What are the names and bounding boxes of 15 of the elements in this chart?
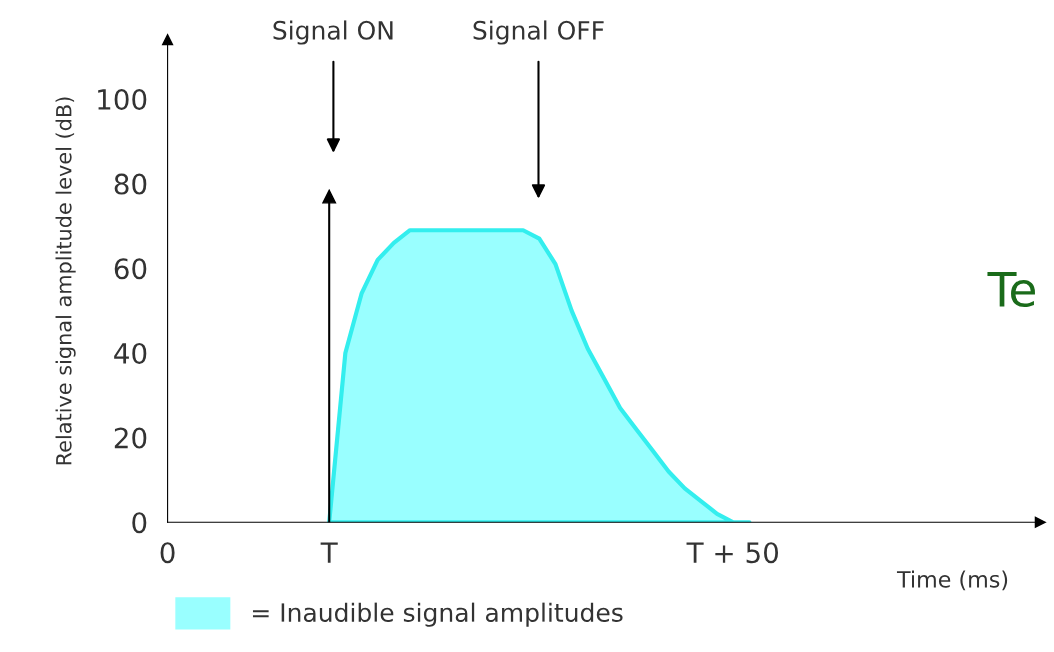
x-axis-title: Time (ms) [896, 570, 1008, 591]
x-tick-label: 0 [160, 542, 175, 564]
y-tick-label: 60 [114, 258, 147, 280]
x-tick-label: T + 50 [686, 542, 779, 564]
y-tick-label: 20 [114, 427, 147, 449]
y-axis-title: Relative signal amplitude level (dB) [55, 97, 76, 465]
y-tick-label: 40 [114, 342, 147, 364]
y-tick-label: 100 [98, 88, 147, 110]
annotation: Signal ON [273, 20, 393, 45]
x-tick-label: T [320, 542, 338, 563]
legend-label: = Inaudible signal amplitudes [252, 602, 623, 627]
y-tick-label: 0 [132, 512, 147, 534]
y-tick-label: 80 [114, 173, 147, 195]
annotation: Signal OFF [473, 20, 604, 45]
annotation: Te [987, 272, 1035, 308]
